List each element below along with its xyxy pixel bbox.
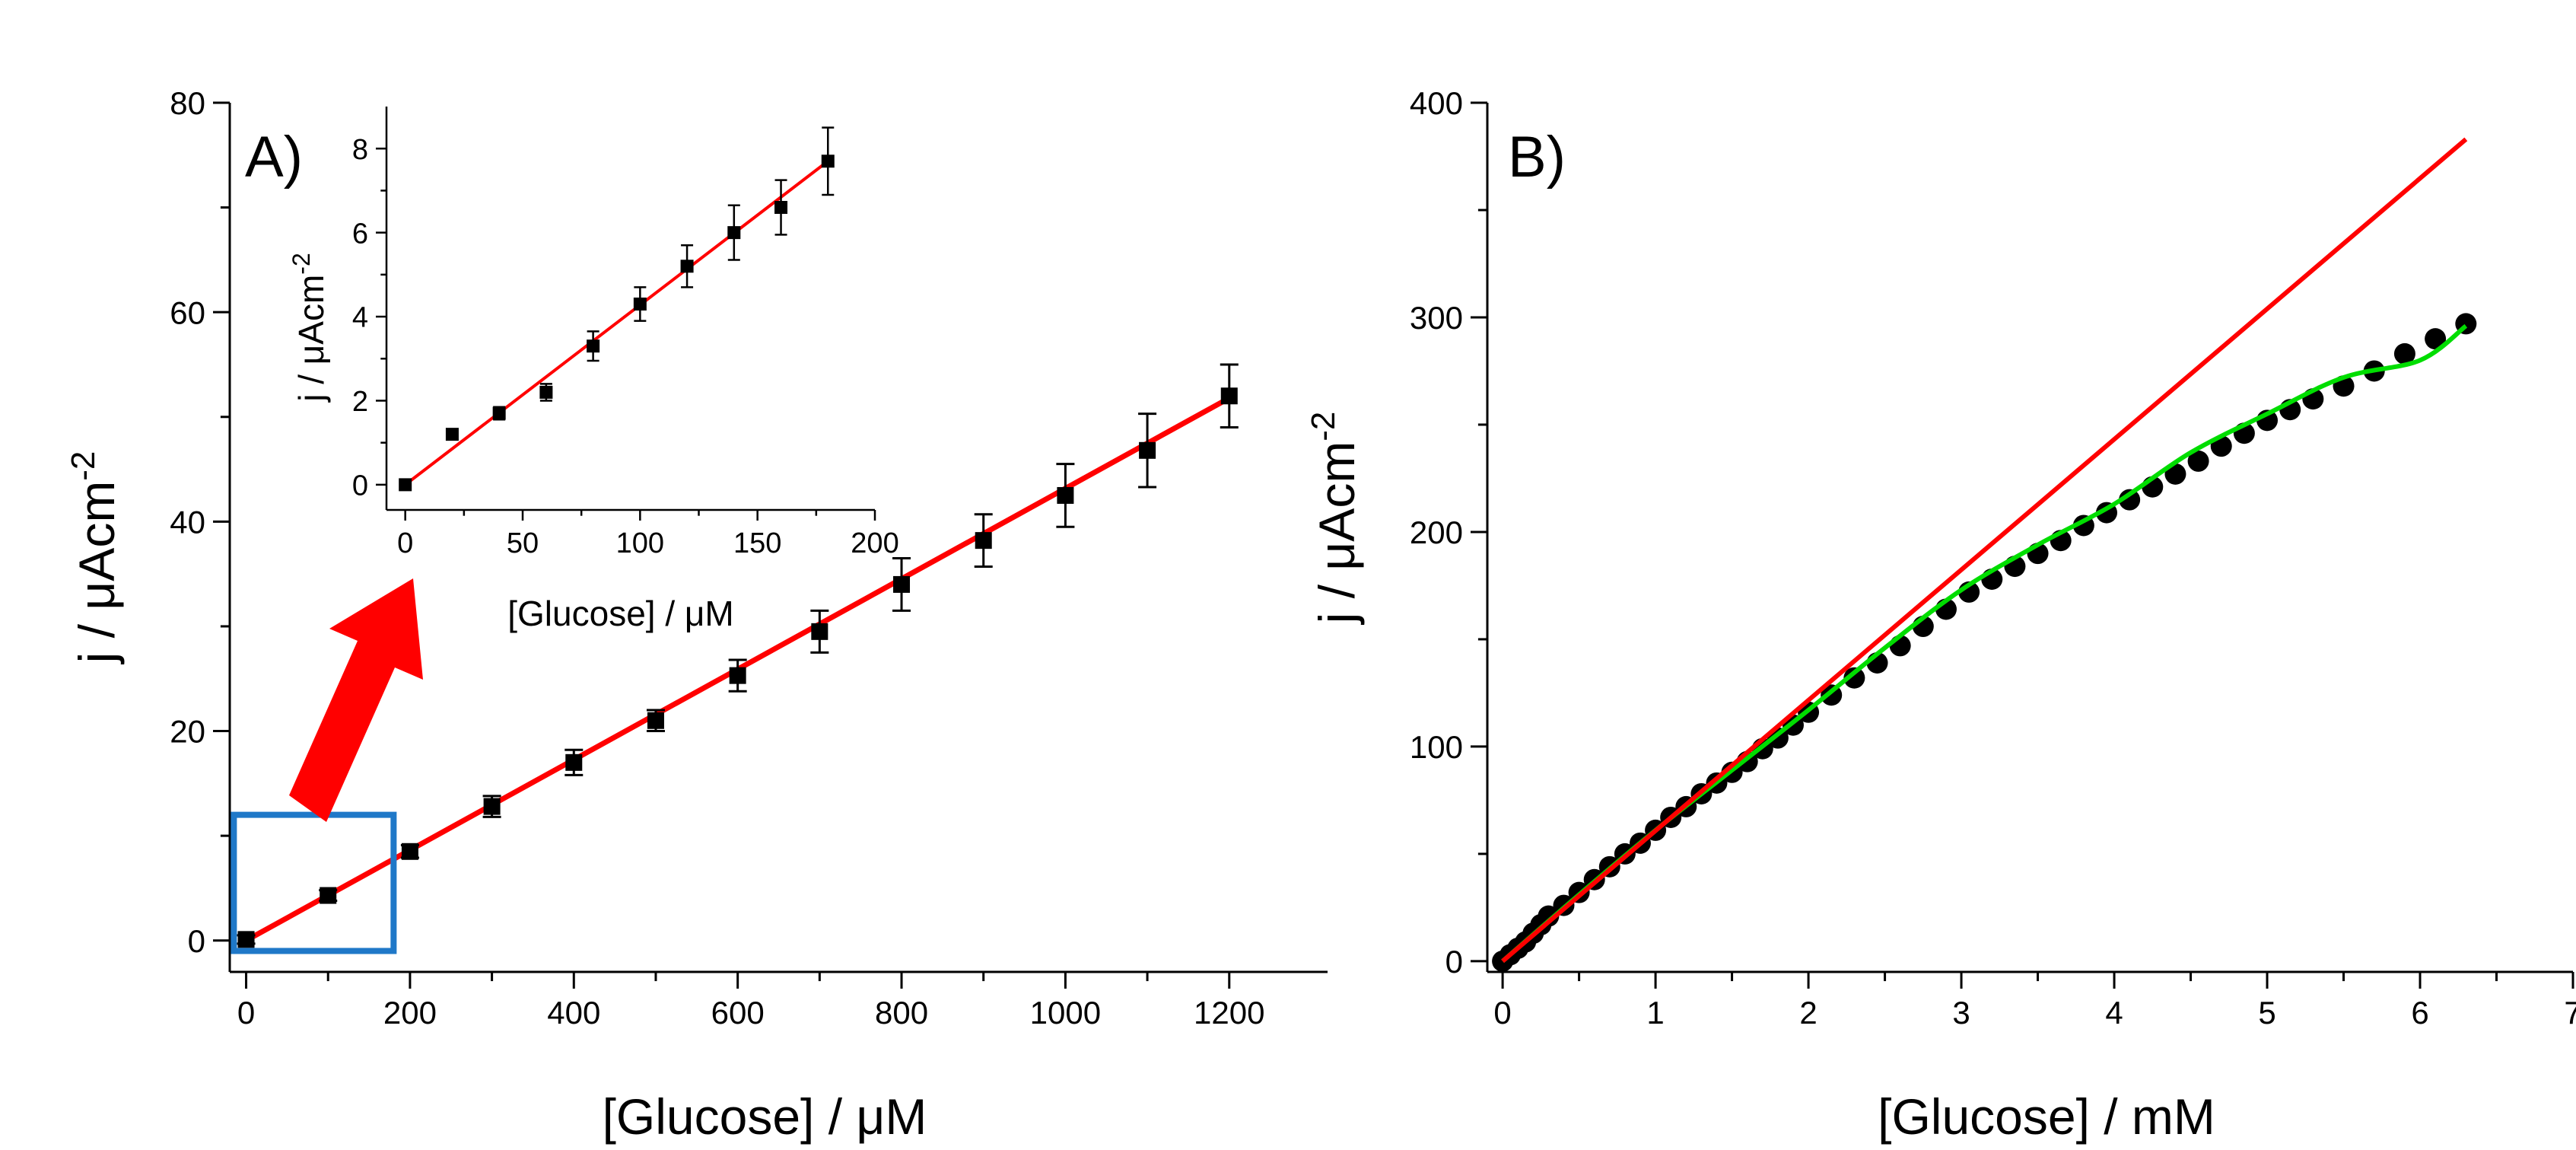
panel-b-label: B) (1508, 125, 1566, 190)
inset-y-tick-label: 6 (352, 218, 368, 250)
inset-axes: 0 50 100 150 200 0 2 4 6 8 (352, 107, 899, 559)
inset-data-point (821, 155, 835, 168)
panel-b-data-point (2164, 463, 2186, 485)
panel-a-data-point (811, 623, 828, 640)
inset-x-axis-title: [Glucose] / μM (507, 594, 733, 633)
panel-a-data-point (1139, 441, 1156, 459)
inset-data-point (587, 339, 600, 353)
panel-a-data-point (320, 887, 337, 904)
inset-y-tick-label: 2 (352, 386, 368, 418)
panel-b-x-tick-label: 7 (2564, 995, 2576, 1031)
panel-b-x-tick-label: 1 (1646, 995, 1664, 1031)
panel-b-marks (1492, 137, 2477, 972)
panel-a-data-point (401, 843, 418, 860)
inset-fit-line (404, 160, 829, 486)
inset-y-tick-label: 4 (352, 302, 368, 334)
panel-b-x-axis-title: [Glucose] / mM (1878, 1088, 2215, 1145)
panel-b-data-point (2119, 489, 2141, 511)
panel-a-x-tick-label: 1200 (1194, 995, 1264, 1031)
inset-data-point (633, 297, 647, 311)
panel-b-data-point (2187, 450, 2209, 472)
panel-a-x-axis-title: [Glucose] / μM (603, 1088, 927, 1145)
panel-a-data-point (237, 931, 255, 948)
panel-b-x-tick-label: 5 (2258, 995, 2275, 1031)
panel-a-data-point (1220, 387, 1238, 405)
panel-b-x-tick-label: 4 (2105, 995, 2123, 1031)
inset-y-axis-title-main: j / μAcm (291, 275, 331, 403)
panel-a-data-point (647, 712, 664, 729)
panel-b-data-point (1538, 905, 1560, 927)
panel-a-x-tick-label: 400 (547, 995, 600, 1031)
panel-a-y-axis-title-main: j / μAcm (68, 481, 125, 665)
inset-data-point (445, 428, 459, 441)
inset-data-point (680, 260, 694, 273)
panel-a-inset: 0 50 100 150 200 0 2 4 6 8 [Glucose] / μM j / μAc… (288, 99, 899, 633)
panel-b-y-tick-label: 0 (1445, 944, 1463, 980)
inset-y-tick-label: 0 (352, 470, 368, 502)
panel-b-y-axis-title-main: j / μAcm (1309, 441, 1365, 626)
panel-b-x-tick-label: 6 (2411, 995, 2428, 1031)
inset-data-point (727, 226, 741, 240)
panel-a-label: A) (245, 125, 303, 190)
zoom-box (231, 811, 397, 954)
panel-a-data-point (1057, 486, 1074, 504)
inset-data-point (492, 406, 506, 420)
panel-a-y-tick-label: 40 (170, 504, 205, 540)
inset-x-tick-label: 150 (733, 527, 781, 559)
panel-a-data-point (975, 532, 992, 550)
panel-a-x-tick-label: 1000 (1030, 995, 1101, 1031)
inset-x-tick-label: 100 (616, 527, 664, 559)
panel-a-y-tick-label: 0 (188, 923, 205, 959)
panel-b-data-point (2393, 342, 2415, 365)
inset-marks (399, 126, 835, 492)
panel-b-data-point (1843, 667, 1865, 689)
panel-b-y-axis-title: j / μAcm-2 (1305, 412, 1365, 626)
inset-x-tick-label: 50 (507, 527, 539, 559)
panel-a-data-point (565, 753, 583, 771)
panel-a-x-tick-label: 600 (711, 995, 765, 1031)
panel-a-y-axis-title-sup: -2 (65, 451, 102, 481)
panel-b-y-tick-label: 400 (1410, 85, 1463, 121)
panel-a-x-tick-label: 200 (383, 995, 437, 1031)
inset-data-point (399, 478, 412, 492)
panel-b-y-tick-label: 200 (1410, 514, 1463, 550)
panel-b-x-tick-label: 2 (1799, 995, 1817, 1031)
panel-a-data-point (893, 575, 911, 593)
panel-b-axes: 0 1 2 3 4 5 6 7 0 100 200 300 400 (1410, 85, 2576, 1031)
panel-b-data-point (2425, 328, 2447, 350)
panel-a-x-tick-label: 800 (875, 995, 928, 1031)
panel-a-y-tick-label: 60 (170, 295, 205, 330)
inset-y-tick-label: 8 (352, 134, 368, 166)
panel-b-y-axis-title-sup: -2 (1305, 412, 1342, 441)
panel-a-y-axis-title: j / μAcm-2 (65, 451, 125, 665)
inset-x-tick-label: 200 (851, 527, 898, 559)
inset-data-point (774, 201, 788, 214)
inset-y-axis-title-sup: -2 (288, 253, 315, 274)
panel-a-x-tick-label: 0 (237, 995, 255, 1031)
panel-b-x-tick-label: 3 (1952, 995, 1970, 1031)
inset-y-axis-title: j / μAcm-2 (288, 253, 331, 403)
panel-a-marks (237, 363, 1239, 948)
panel-a-y-tick-label: 80 (170, 85, 205, 121)
panel-b-linear-fit (1501, 137, 2468, 964)
panel-b-y-tick-label: 300 (1410, 300, 1463, 336)
panel-a-data-point (483, 798, 501, 815)
panel-a-y-tick-label: 20 (170, 714, 205, 750)
inset-data-point (539, 385, 553, 399)
panel-b-y-tick-label: 100 (1410, 729, 1463, 765)
zoom-arrow (289, 578, 423, 822)
panel-b-curve-fit (1501, 323, 2468, 964)
panel-b-x-tick-label: 0 (1493, 995, 1511, 1031)
panel-a-data-point (729, 667, 746, 684)
inset-x-tick-label: 0 (397, 527, 413, 559)
